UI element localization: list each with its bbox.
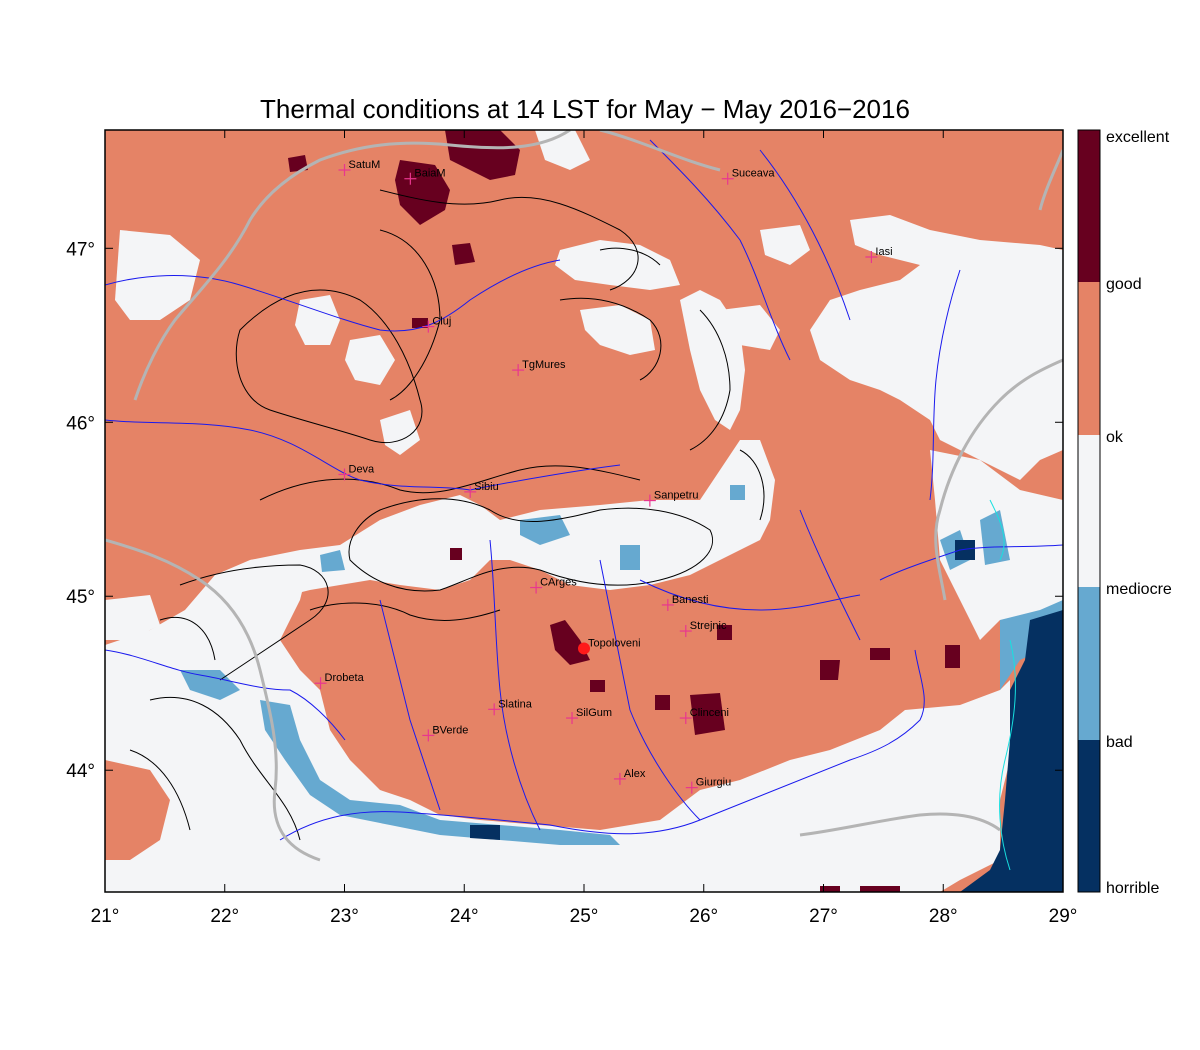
colorbar-band-bad xyxy=(1078,587,1100,740)
y-tick-label: 47° xyxy=(66,239,95,260)
colorbar: excellent good ok mediocre bad horrible xyxy=(1077,129,1172,897)
x-tick-label: 22° xyxy=(210,906,239,927)
city-markers: SatuM BaiaM Suceava Iasi Cluj TgMures Deva Sibi… xyxy=(314,159,893,794)
colorbar-band-ok xyxy=(1078,435,1100,587)
excellent-regions xyxy=(288,130,960,892)
coastal-lakes xyxy=(989,499,1016,871)
map-title: Thermal conditions at 14 LST for May − M… xyxy=(260,94,910,124)
horrible-regions xyxy=(470,540,1063,892)
colorbar-band-good xyxy=(1078,282,1100,435)
x-tick-label: 24° xyxy=(450,906,479,927)
colorbar-label-bad: bad xyxy=(1106,734,1133,751)
colorbar-label-mediocre: mediocre xyxy=(1106,581,1172,598)
colorbar-label-good: good xyxy=(1106,276,1142,293)
x-tick-label: 25° xyxy=(570,906,599,927)
x-tick-label: 28° xyxy=(929,906,958,927)
city-label: Sanpetru xyxy=(654,490,699,502)
city-label: Suceava xyxy=(732,168,776,180)
y-tick-label: 44° xyxy=(66,761,95,782)
x-tick-label: 29° xyxy=(1049,906,1078,927)
colorbar-frame xyxy=(1077,129,1101,893)
city-label: Cluj xyxy=(432,316,451,328)
x-tick-label: 27° xyxy=(809,906,838,927)
x-tick-label: 26° xyxy=(689,906,718,927)
x-axis-ticks: 21° 22° 23° 24° 25° 26° 27° 28° 29° xyxy=(91,130,1078,927)
y-tick-label: 45° xyxy=(66,587,95,608)
map-area: SatuM BaiaM Suceava Iasi Cluj TgMures Deva Sibi… xyxy=(105,130,1063,892)
city-label: Giurgiu xyxy=(696,777,731,789)
city-label: Sibiu xyxy=(474,481,498,493)
city-label: Slatina xyxy=(498,698,533,710)
national-borders xyxy=(105,130,1063,862)
colorbar-band-horrible xyxy=(1078,740,1100,892)
colorbar-label-ok: ok xyxy=(1106,429,1124,446)
city-label: Banesti xyxy=(672,594,709,606)
city-label: Topoloveni xyxy=(588,637,641,649)
city-label: BVerde xyxy=(432,724,468,736)
city-label: Deva xyxy=(349,463,376,475)
city-label: Drobeta xyxy=(325,672,365,684)
city-label: CArges xyxy=(540,577,577,589)
city-label: Clinceni xyxy=(690,707,729,719)
colorbar-band-excellent xyxy=(1078,130,1100,282)
highlight-city-marker xyxy=(578,642,590,655)
y-tick-label: 46° xyxy=(66,413,95,434)
city-label: SilGum xyxy=(576,707,612,719)
city-label: SatuM xyxy=(349,159,381,171)
city-label: Alex xyxy=(624,768,646,780)
city-label: TgMures xyxy=(522,359,566,371)
x-tick-label: 23° xyxy=(330,906,359,927)
x-tick-label: 21° xyxy=(91,906,120,927)
y-axis-ticks: 44° 45° 46° 47° xyxy=(66,239,1063,782)
city-label: Strejnic xyxy=(690,620,727,632)
colorbar-label-excellent: excellent xyxy=(1106,129,1170,146)
city-label: Iasi xyxy=(875,246,892,258)
rivers xyxy=(105,139,1063,841)
city-label: BaiaM xyxy=(414,168,445,180)
colorbar-label-horrible: horrible xyxy=(1106,880,1159,897)
